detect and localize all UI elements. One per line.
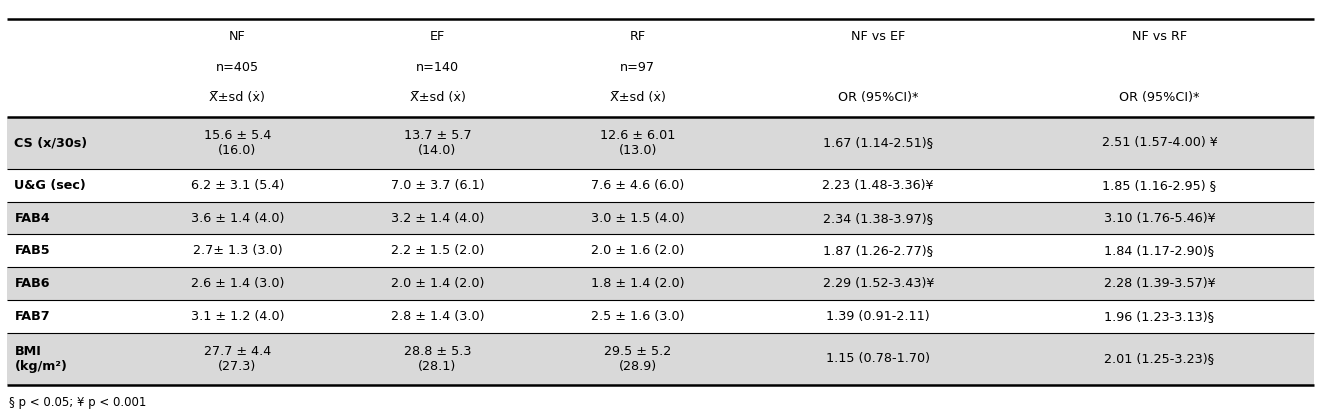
Text: 2.0 ± 1.4 (2.0): 2.0 ± 1.4 (2.0) [391, 277, 485, 290]
Text: 12.6 ± 6.01
(13.0): 12.6 ± 6.01 (13.0) [601, 129, 676, 157]
Text: 1.67 (1.14-2.51)§: 1.67 (1.14-2.51)§ [823, 136, 934, 150]
Text: FAB6: FAB6 [14, 277, 50, 290]
Bar [7, 202, 1314, 235]
Text: 2.29 (1.52-3.43)¥: 2.29 (1.52-3.43)¥ [823, 277, 934, 290]
Text: 1.87 (1.26-2.77)§: 1.87 (1.26-2.77)§ [823, 244, 934, 257]
Text: U&G (sec): U&G (sec) [14, 179, 86, 192]
Text: CS (x/30s): CS (x/30s) [14, 136, 88, 150]
Text: n=140: n=140 [416, 61, 460, 74]
Text: OR (95%CI)*: OR (95%CI)* [838, 90, 918, 104]
Text: n=97: n=97 [620, 61, 655, 74]
Text: 1.39 (0.91-2.11): 1.39 (0.91-2.11) [826, 310, 930, 323]
Text: 2.23 (1.48-3.36)¥: 2.23 (1.48-3.36)¥ [823, 179, 934, 192]
Text: 7.6 ± 4.6 (6.0): 7.6 ± 4.6 (6.0) [591, 179, 685, 192]
Text: 2.8 ± 1.4 (3.0): 2.8 ± 1.4 (3.0) [391, 310, 485, 323]
Text: EF: EF [429, 30, 445, 43]
Text: 3.2 ± 1.4 (4.0): 3.2 ± 1.4 (4.0) [391, 211, 485, 225]
Text: NF: NF [229, 30, 246, 43]
Bar [7, 169, 1314, 202]
Bar [7, 300, 1314, 332]
Text: 2.7± 1.3 (3.0): 2.7± 1.3 (3.0) [192, 244, 282, 257]
Text: 7.0 ± 3.7 (6.1): 7.0 ± 3.7 (6.1) [391, 179, 485, 192]
Text: 2.0 ± 1.6 (2.0): 2.0 ± 1.6 (2.0) [591, 244, 685, 257]
Text: 1.96 (1.23-3.13)§: 1.96 (1.23-3.13)§ [1105, 310, 1214, 323]
Text: 2.6 ± 1.4 (3.0): 2.6 ± 1.4 (3.0) [191, 277, 284, 290]
Text: 15.6 ± 5.4
(16.0): 15.6 ± 5.4 (16.0) [204, 129, 271, 157]
Text: 2.51 (1.57-4.00) ¥: 2.51 (1.57-4.00) ¥ [1101, 136, 1217, 150]
Bar [7, 332, 1314, 385]
Text: 1.84 (1.17-2.90)§: 1.84 (1.17-2.90)§ [1105, 244, 1214, 257]
Text: RF: RF [630, 30, 645, 43]
Text: X̅±sd (ẋ): X̅±sd (ẋ) [610, 90, 665, 104]
Bar [7, 267, 1314, 300]
Text: FAB7: FAB7 [14, 310, 50, 323]
Text: n=405: n=405 [216, 61, 259, 74]
Text: 2.01 (1.25-3.23)§: 2.01 (1.25-3.23)§ [1105, 352, 1214, 365]
Text: 1.8 ± 1.4 (2.0): 1.8 ± 1.4 (2.0) [591, 277, 685, 290]
Text: 2.28 (1.39-3.57)¥: 2.28 (1.39-3.57)¥ [1104, 277, 1216, 290]
Text: 2.34 (1.38-3.97)§: 2.34 (1.38-3.97)§ [823, 211, 934, 225]
Text: 2.2 ± 1.5 (2.0): 2.2 ± 1.5 (2.0) [391, 244, 485, 257]
Text: 13.7 ± 5.7
(14.0): 13.7 ± 5.7 (14.0) [404, 129, 471, 157]
Text: 28.8 ± 5.3
(28.1): 28.8 ± 5.3 (28.1) [404, 345, 471, 373]
Text: FAB5: FAB5 [14, 244, 50, 257]
Bar [7, 235, 1314, 267]
Text: § p < 0.05; ¥ p < 0.001: § p < 0.05; ¥ p < 0.001 [9, 396, 146, 409]
Text: BMI
(kg/m²): BMI (kg/m²) [14, 345, 67, 373]
Text: 2.5 ± 1.6 (3.0): 2.5 ± 1.6 (3.0) [591, 310, 685, 323]
Text: 29.5 ± 5.2
(28.9): 29.5 ± 5.2 (28.9) [605, 345, 672, 373]
Text: 6.2 ± 3.1 (5.4): 6.2 ± 3.1 (5.4) [191, 179, 284, 192]
Text: 1.85 (1.16-2.95) §: 1.85 (1.16-2.95) § [1102, 179, 1217, 192]
Text: NF vs EF: NF vs EF [851, 30, 905, 43]
Text: NF vs RF: NF vs RF [1131, 30, 1187, 43]
Text: X̅±sd (ẋ): X̅±sd (ẋ) [410, 90, 465, 104]
Text: 3.0 ± 1.5 (4.0): 3.0 ± 1.5 (4.0) [591, 211, 685, 225]
Text: 3.1 ± 1.2 (4.0): 3.1 ± 1.2 (4.0) [191, 310, 284, 323]
Bar [7, 19, 1314, 117]
Text: 1.15 (0.78-1.70): 1.15 (0.78-1.70) [826, 352, 930, 365]
Text: X̅±sd (ẋ): X̅±sd (ẋ) [209, 90, 265, 104]
Text: 3.10 (1.76-5.46)¥: 3.10 (1.76-5.46)¥ [1104, 211, 1216, 225]
Text: 27.7 ± 4.4
(27.3): 27.7 ± 4.4 (27.3) [204, 345, 271, 373]
Text: OR (95%CI)*: OR (95%CI)* [1119, 90, 1200, 104]
Bar [7, 117, 1314, 169]
Text: FAB4: FAB4 [14, 211, 50, 225]
Text: 3.6 ± 1.4 (4.0): 3.6 ± 1.4 (4.0) [191, 211, 284, 225]
